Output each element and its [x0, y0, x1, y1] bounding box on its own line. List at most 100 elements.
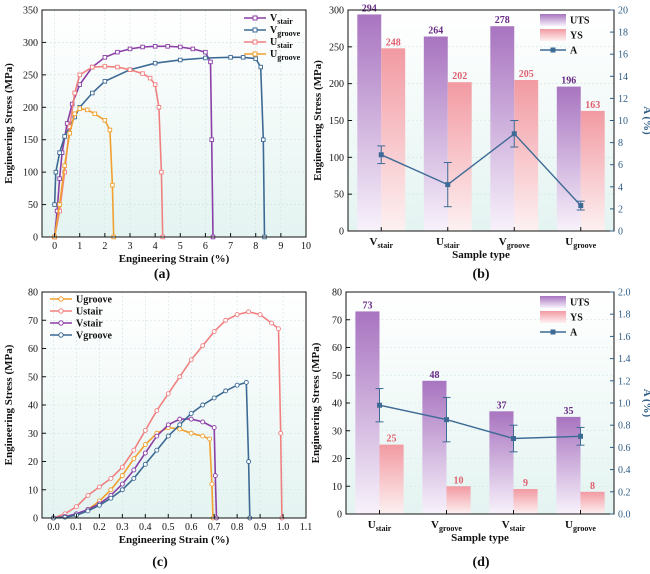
- legend-marker: [252, 15, 258, 21]
- y-right-tick-label: 0.6: [618, 443, 631, 454]
- x-tick-label: 3: [128, 241, 133, 252]
- legend-marker: [252, 51, 258, 57]
- data-point-Vgroove: [53, 169, 59, 175]
- data-point-Vstair: [127, 46, 133, 52]
- data-label-ys: 8: [590, 481, 595, 492]
- y-right-tick-label: 0.0: [618, 510, 631, 521]
- legend-swatch-uts: [540, 14, 566, 26]
- data-point-Vstair: [142, 450, 148, 456]
- y-right-tick-label: 0.4: [618, 465, 631, 476]
- data-point-Vgroove: [52, 202, 57, 207]
- data-point-Vgroove: [142, 461, 148, 467]
- y-right-tick-label: 8: [618, 138, 623, 149]
- bar-ys: [580, 110, 605, 231]
- data-point-Ustair: [102, 64, 108, 69]
- x-axis-label: Engineering Strain (%): [119, 253, 230, 265]
- legend-marker-A: [550, 47, 556, 53]
- data-point-Ugroove: [77, 106, 82, 111]
- data-point-Ustair: [72, 90, 77, 96]
- bar-uts: [355, 311, 380, 514]
- data-point-Ustair: [156, 105, 162, 110]
- x-tick-label: 0.6: [185, 522, 198, 533]
- caption-c: (c): [152, 555, 168, 570]
- data-point-Ustair: [90, 64, 95, 70]
- data-point-Ustair: [269, 320, 275, 326]
- y-tick-label: 0: [339, 227, 344, 238]
- data-point-Ustair: [278, 430, 284, 436]
- data-point-Ustair: [223, 317, 229, 323]
- data-point-Ustair: [211, 329, 217, 334]
- x-tick-label: 2: [102, 241, 107, 252]
- data-point-Vstair: [209, 137, 214, 142]
- y-tick-label: 300: [329, 6, 344, 17]
- x-tick-label: 0.4: [139, 522, 152, 533]
- data-label-ys: 202: [452, 71, 467, 82]
- plot-background: [42, 10, 306, 237]
- data-point-Vgroove: [261, 137, 266, 142]
- data-label-ys: 10: [454, 475, 464, 486]
- y-right-tick-label: 0.8: [618, 421, 631, 432]
- data-point-Vgroove: [200, 402, 206, 408]
- y-right-tick-label: 6: [618, 160, 623, 171]
- data-point-A: [511, 436, 516, 442]
- panel-c-chart: 0 10 20 30 40 50 60 70 80 0.0 0.1 0.2 0.3 0.4 0.5 0.6 0.…: [3, 288, 312, 547]
- data-point-Vgroove: [240, 55, 246, 60]
- data-point-Vgroove: [85, 508, 91, 514]
- y-right-tick-label: 10: [618, 116, 628, 127]
- y-tick-label: 50: [28, 372, 38, 383]
- data-point-Vgroove: [62, 134, 67, 139]
- data-point-A: [578, 203, 584, 209]
- y-tick-label: 20: [332, 454, 342, 465]
- legend-label-Ugroove: Ugroove: [76, 295, 112, 306]
- bar-ys: [446, 486, 471, 514]
- data-point-Vstair: [203, 49, 208, 55]
- y-right-tick-label: 4: [618, 182, 623, 193]
- data-label-ys: 205: [519, 69, 534, 80]
- y-axis-label: Engineering Stress (MPa): [312, 60, 324, 181]
- category-label: Vgroove: [431, 519, 462, 533]
- data-label-uts: 264: [428, 26, 443, 37]
- data-point-Vstair: [188, 416, 194, 422]
- y-right-tick-label: 1.0: [618, 399, 631, 410]
- data-point-Ustair: [140, 71, 145, 76]
- category-label: Ustair: [368, 519, 392, 533]
- legend-label-ys: YS: [570, 31, 583, 42]
- data-point-Ustair: [131, 447, 137, 453]
- data-point-Ustair: [142, 427, 148, 433]
- x-tick-label: 5: [178, 241, 183, 252]
- data-point-Vgroove: [203, 55, 208, 61]
- data-point-Ugroove: [108, 487, 114, 493]
- x-tick-label: 1.0: [277, 522, 290, 533]
- y-tick-label: 0: [33, 514, 38, 525]
- data-point-Vgroove: [154, 447, 160, 453]
- data-point-Vstair: [64, 121, 70, 126]
- data-point-Ugroove: [110, 182, 115, 188]
- y-right-tick-label: 2: [618, 204, 623, 215]
- data-point-Ugroove: [107, 127, 113, 133]
- legend-marker: [58, 332, 64, 338]
- data-point-Vgroove: [234, 382, 240, 388]
- x-tick-label: 6: [203, 241, 208, 252]
- y-tick-label: 150: [23, 135, 38, 146]
- category-label: Vstair: [369, 236, 393, 250]
- data-point-Vgroove: [228, 55, 233, 60]
- y-tick-label: 30: [28, 429, 38, 440]
- y-tick-label: 150: [329, 116, 344, 127]
- legend-label-Ustair: Ustair: [270, 37, 293, 50]
- legend-label-Vstair: Vstair: [270, 13, 293, 26]
- data-point-Ustair: [234, 312, 240, 318]
- y-tick-label: 60: [28, 344, 38, 355]
- x-tick-label: 4: [153, 241, 158, 252]
- y-right-tick-label: 1.8: [618, 310, 631, 321]
- data-point-Vstair: [152, 44, 158, 49]
- data-point-Ugroove: [119, 473, 125, 479]
- data-point-Vgroove: [188, 411, 194, 416]
- data-point-Ugroove: [67, 130, 72, 136]
- y-tick-label: 50: [332, 371, 342, 382]
- bar-uts: [423, 36, 448, 231]
- y-tick-label: 50: [28, 200, 38, 211]
- data-point-Ugroove: [72, 111, 77, 117]
- data-point-Ugroove: [57, 202, 62, 207]
- caption-a: (a): [154, 267, 171, 282]
- data-point-Vstair: [212, 473, 218, 479]
